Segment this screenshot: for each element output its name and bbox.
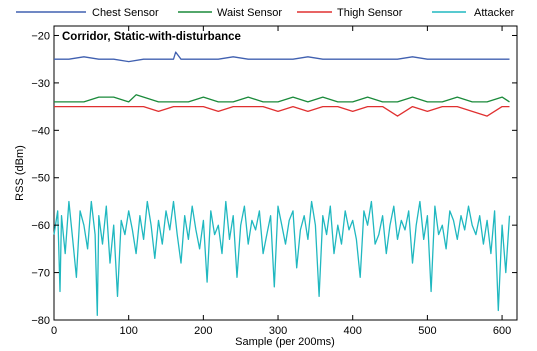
y-tick-label: −80: [31, 315, 50, 327]
y-axis-label: RSS (dBm): [14, 145, 26, 201]
y-tick-label: −70: [31, 268, 50, 280]
y-tick-label: −20: [31, 30, 50, 42]
legend-label-waist-sensor: Waist Sensor: [217, 7, 282, 19]
y-tick-label: −40: [31, 125, 50, 137]
legend-label-chest-sensor: Chest Sensor: [92, 7, 159, 19]
series-line-thigh-sensor: [54, 105, 510, 117]
series-lines: [53, 51, 511, 316]
legend-label-thigh-sensor: Thigh Sensor: [337, 7, 403, 19]
x-tick-label: 100: [119, 325, 137, 337]
series-line-attacker: [53, 200, 511, 316]
x-tick-label: 400: [344, 325, 362, 337]
y-tick-label: −60: [31, 220, 50, 232]
chart-title: Corridor, Static-with-disturbance: [62, 31, 241, 43]
series-line-waist-sensor: [54, 94, 510, 103]
plot-frame: [53, 25, 518, 321]
series-line-chest-sensor: [54, 51, 510, 63]
y-tick-label: −30: [31, 78, 50, 90]
y-tick-label: −50: [31, 173, 50, 185]
x-tick-label: 0: [51, 325, 57, 337]
x-axis-label: Sample (per 200ms): [235, 336, 335, 348]
x-tick-label: 600: [493, 325, 511, 337]
x-tick-label: 300: [269, 325, 287, 337]
legend: Chest Sensor Waist Sensor Thigh Sensor A…: [16, 7, 515, 19]
x-tick-label: 500: [418, 325, 436, 337]
x-tick-label: 200: [194, 325, 212, 337]
legend-label-attacker: Attacker: [474, 7, 515, 19]
axis-ticks: 0 100 200 300 400 500 600 −20 −30 −40 −50 −60 −70 −80: [31, 26, 517, 337]
